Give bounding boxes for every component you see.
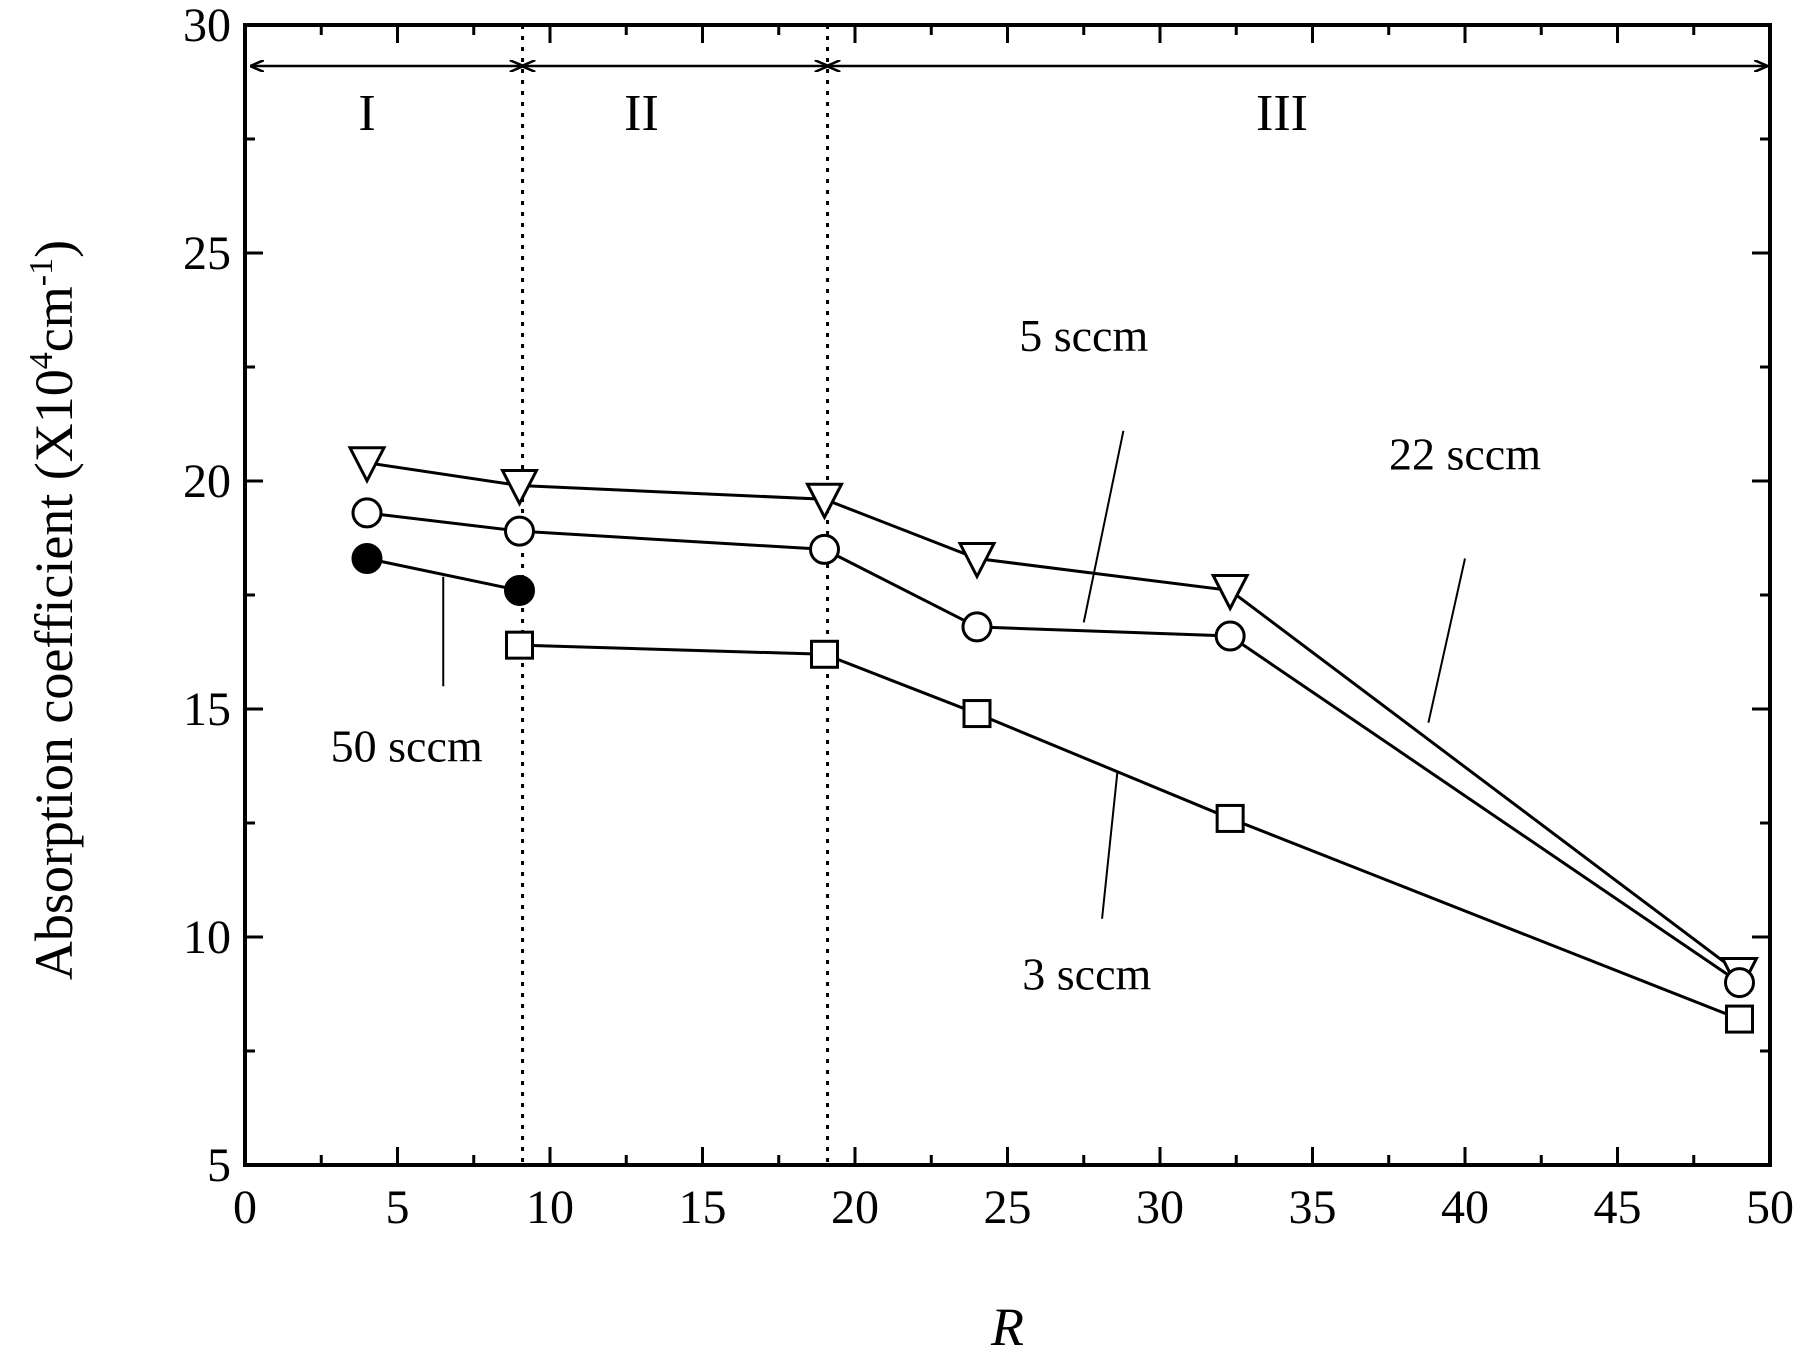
- annotation-lines: [442, 430, 1466, 919]
- region-label: II: [624, 85, 659, 142]
- x-tick-label: 45: [1594, 1181, 1642, 1234]
- data-point-circle: [1724, 967, 1755, 999]
- x-tick-label: 35: [1289, 1181, 1337, 1234]
- data-point-triangle: [500, 469, 539, 507]
- annotation-label: 22 sccm: [1389, 429, 1541, 480]
- data-point-square: [505, 630, 534, 660]
- data-point-circle: [1214, 620, 1246, 652]
- data-point-circle: [351, 497, 383, 529]
- annotation-label: 5 sccm: [1019, 310, 1148, 361]
- y-tick-label: 15: [183, 683, 231, 736]
- y-axis-title-prefix: Absorption coefficient (X10: [24, 369, 84, 980]
- data-point-circle: [351, 543, 383, 575]
- x-tick-label: 5: [386, 1181, 410, 1234]
- axis-ticks: [243, 23, 1772, 1167]
- data-point-triangle: [1210, 573, 1250, 612]
- y-tick-label: 5: [207, 1139, 231, 1192]
- x-tick-label: 20: [831, 1181, 879, 1234]
- series-line: [366, 461, 1741, 975]
- annotation-label: 50 sccm: [331, 720, 483, 771]
- annotation-leader: [1082, 430, 1125, 623]
- x-tick-label: 25: [984, 1181, 1032, 1234]
- x-axis-title: R: [990, 1297, 1024, 1357]
- y-axis-title-mid: cm: [24, 286, 84, 352]
- series-line: [366, 511, 1741, 984]
- annotation-label: 3 sccm: [1022, 948, 1151, 999]
- data-point-circle: [809, 533, 840, 565]
- y-axis-title: Absorption coefficient (X104cm-1): [23, 240, 84, 980]
- y-tick-label: 20: [183, 455, 231, 508]
- data-point-square: [1725, 1004, 1754, 1034]
- region-label: I: [358, 85, 375, 142]
- annotation-leader: [1101, 772, 1119, 919]
- data-point-triangle: [347, 446, 387, 485]
- x-tick-label: 40: [1441, 1181, 1489, 1234]
- data-point-triangle: [805, 482, 844, 521]
- x-tick-label: 15: [679, 1181, 727, 1234]
- annotation-leader: [1427, 558, 1466, 723]
- annotation-labels: 5 sccm 22 sccm 50 sccm 3 sccm: [331, 310, 1542, 999]
- y-axis-title-sup2: -1: [23, 258, 60, 286]
- x-tick-label: 30: [1136, 1181, 1184, 1234]
- series-line: [366, 557, 520, 592]
- data-point-triangle: [957, 542, 997, 580]
- y-axis-title-sup1: 4: [23, 352, 60, 369]
- x-tick-label: 10: [526, 1181, 574, 1234]
- data-point-square: [962, 699, 992, 729]
- data-point-circle: [504, 574, 535, 606]
- data-point-circle: [961, 611, 993, 643]
- data-point-circle: [504, 515, 535, 547]
- svg-text:Absorption coefficient (X104cm: Absorption coefficient (X104cm-1): [23, 240, 84, 980]
- plot-frame: [243, 23, 1772, 1167]
- region-labels: I II III: [358, 85, 1308, 142]
- region-dividers: [521, 25, 830, 1165]
- y-tick-label: 10: [183, 911, 231, 964]
- data-point-square: [810, 639, 839, 669]
- series-markers: [347, 446, 1759, 1034]
- series-lines: [366, 461, 1741, 1021]
- y-axis-title-suffix: ): [24, 240, 84, 258]
- data-point-square: [1215, 803, 1245, 833]
- x-tick-label: 50: [1746, 1181, 1794, 1234]
- y-tick-label: 25: [183, 227, 231, 280]
- x-tick-label: 0: [233, 1181, 257, 1234]
- region-label: III: [1256, 85, 1308, 142]
- y-tick-label: 30: [183, 0, 231, 52]
